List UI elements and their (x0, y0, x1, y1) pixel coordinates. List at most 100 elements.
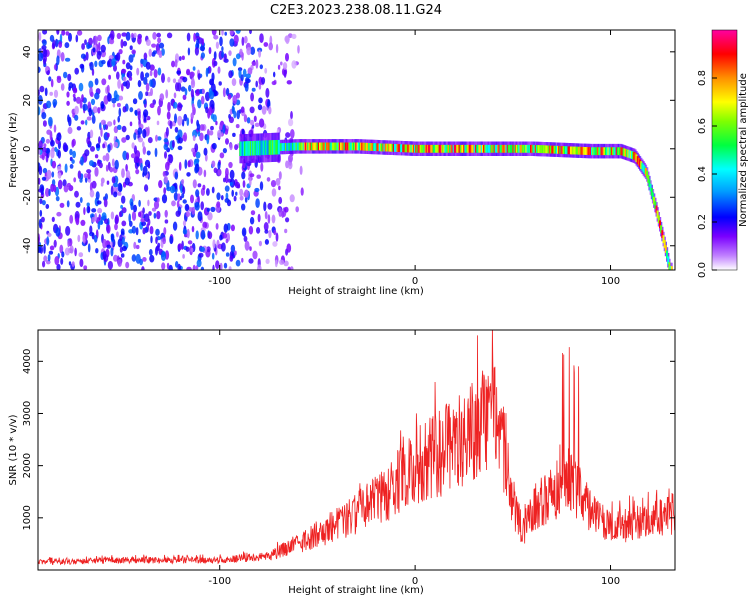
track-cell (370, 143, 373, 151)
track-cell (485, 144, 488, 153)
noise-speckle (164, 209, 168, 218)
track-cell (478, 144, 481, 153)
track-cell (534, 145, 537, 153)
noise-speckle (94, 60, 98, 67)
track-cell (619, 147, 622, 156)
noise-speckle (213, 51, 217, 60)
noise-speckle (180, 86, 186, 92)
track-cell (636, 156, 639, 164)
noise-speckle (74, 114, 79, 121)
noise-speckle (250, 46, 256, 55)
track-cell (255, 140, 258, 156)
track-cell (443, 144, 446, 153)
track-cell (490, 144, 493, 153)
track-cell (348, 142, 351, 151)
noise-speckle (253, 115, 257, 123)
track-cell (504, 144, 507, 153)
track-cell (274, 140, 277, 155)
track-cell (295, 142, 298, 151)
noise-speckle (231, 189, 234, 197)
track-cell (337, 142, 340, 151)
noise-speckle (98, 220, 104, 226)
track-cell (581, 146, 584, 155)
noise-speckle (142, 146, 146, 155)
track-cell (302, 142, 305, 151)
noise-speckle (131, 254, 137, 262)
noise-speckle (56, 211, 62, 217)
track-cell (496, 144, 498, 153)
track-cell (479, 144, 482, 153)
noise-speckle (113, 182, 119, 188)
track-cell (501, 144, 504, 153)
track-cell (647, 175, 650, 183)
track-cell (551, 145, 554, 154)
noise-speckle (149, 70, 153, 77)
noise-speckle (121, 68, 127, 74)
noise-speckle (147, 199, 150, 207)
track-cell (342, 142, 345, 151)
noise-speckle (41, 112, 47, 120)
track-cell (528, 144, 531, 153)
noise-speckle (263, 201, 267, 212)
track-cell (383, 143, 386, 152)
noise-speckle (228, 161, 233, 169)
track-cell (245, 141, 248, 156)
track-cell (567, 146, 570, 155)
noise-speckle (250, 92, 255, 102)
noise-speckle (88, 107, 93, 117)
noise-speckle (210, 125, 214, 131)
noise-speckle (101, 59, 106, 65)
track-cell (493, 144, 496, 153)
noise-speckle (272, 241, 278, 247)
track-cell (290, 142, 293, 151)
noise-speckle (271, 80, 277, 86)
noise-speckle (157, 242, 161, 248)
noise-speckle (45, 187, 50, 197)
noise-speckle (73, 96, 77, 102)
noise-speckle (248, 258, 254, 264)
noise-speckle (144, 184, 149, 192)
spectrogram-y-axis-label: Frequency (Hz) (8, 112, 19, 188)
noise-speckle (224, 31, 227, 36)
track-cell (519, 144, 522, 153)
noise-speckle (200, 95, 205, 105)
noise-speckle (94, 167, 99, 177)
track-cell (492, 144, 495, 153)
track-cell (303, 142, 306, 151)
track-cell (589, 147, 592, 156)
noise-speckle (105, 152, 110, 162)
track-cell (629, 150, 632, 159)
noise-speckle (137, 35, 142, 45)
track-cell (402, 144, 405, 153)
noise-speckle (234, 181, 240, 189)
noise-speckle (64, 57, 71, 62)
snr-panel: -100 0 100 1000 2000 3000 4000 Height of stra… (8, 329, 676, 596)
noise-speckle (285, 217, 290, 223)
noise-speckle (131, 225, 137, 234)
noise-speckle (74, 105, 79, 115)
noise-speckle (112, 103, 116, 108)
noise-speckle (111, 58, 116, 67)
track-cell (553, 145, 556, 154)
noise-speckle (225, 87, 230, 97)
noise-speckle (38, 31, 42, 42)
noise-speckle (39, 209, 43, 217)
noise-speckle (53, 89, 59, 98)
noise-speckle (278, 171, 282, 180)
noise-speckle (241, 36, 245, 46)
noise-speckle (182, 220, 187, 227)
noise-speckle (200, 229, 206, 240)
noise-speckle (135, 156, 140, 164)
noise-speckle (210, 83, 216, 93)
track-cell (530, 144, 532, 153)
noise-speckle (165, 89, 169, 99)
spectrogram-panel: -100 0 100 -40 -20 0 20 40 Height of straight … (8, 29, 676, 297)
noise-speckle (151, 43, 157, 48)
noise-speckle (142, 207, 145, 214)
noise-speckle (216, 201, 221, 208)
noise-speckle (193, 32, 197, 43)
track-cell (301, 142, 304, 151)
noise-speckle (91, 180, 97, 189)
noise-speckle (111, 158, 115, 167)
track-cell (451, 144, 454, 153)
